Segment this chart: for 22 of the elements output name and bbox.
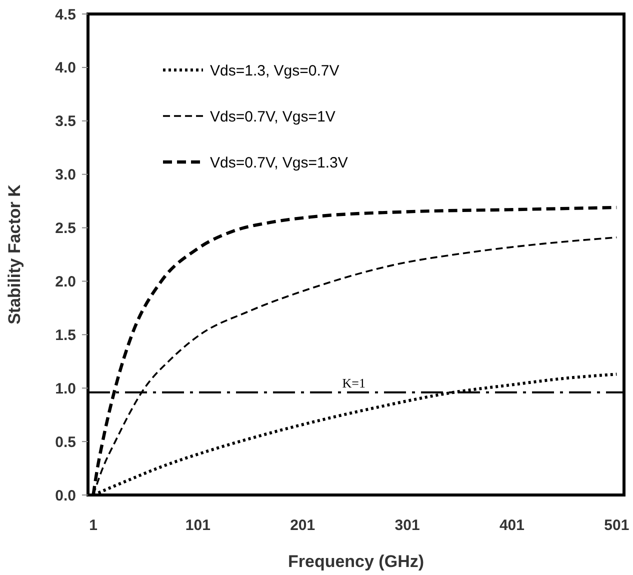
y-tick-label: 3.0 [55, 166, 76, 184]
legend-label: Vds=0.7V, Vgs=1V [210, 108, 336, 126]
y-tick-label: 1.5 [55, 326, 76, 344]
y-tick-label: 1.0 [55, 380, 76, 398]
y-tick-label: 4.0 [55, 60, 76, 77]
y-tick-label: 2.5 [55, 220, 76, 238]
y-tick-label: 2.0 [55, 273, 76, 290]
x-axis-title: Frequency (GHz) [288, 552, 424, 571]
x-tick-label: 501 [604, 517, 630, 534]
y-tick-label: 4.5 [55, 6, 76, 24]
y-axis-title: Stability Factor K [5, 184, 24, 324]
legend-label: Vds=0.7V, Vgs=1.3V [210, 154, 348, 172]
y-tick-label: 0.0 [55, 487, 76, 504]
y-tick-label: 0.5 [55, 434, 76, 451]
x-tick-label: 201 [290, 517, 316, 534]
x-tick-label: 401 [499, 517, 524, 534]
x-tick-label: 1 [89, 517, 98, 534]
legend-label: Vds=1.3, Vgs=0.7V [210, 62, 340, 80]
x-tick-label: 101 [185, 517, 210, 534]
x-tick-label: 301 [394, 517, 420, 534]
y-tick-label: 3.5 [55, 113, 76, 130]
ref-line-label: K=1 [342, 375, 366, 390]
